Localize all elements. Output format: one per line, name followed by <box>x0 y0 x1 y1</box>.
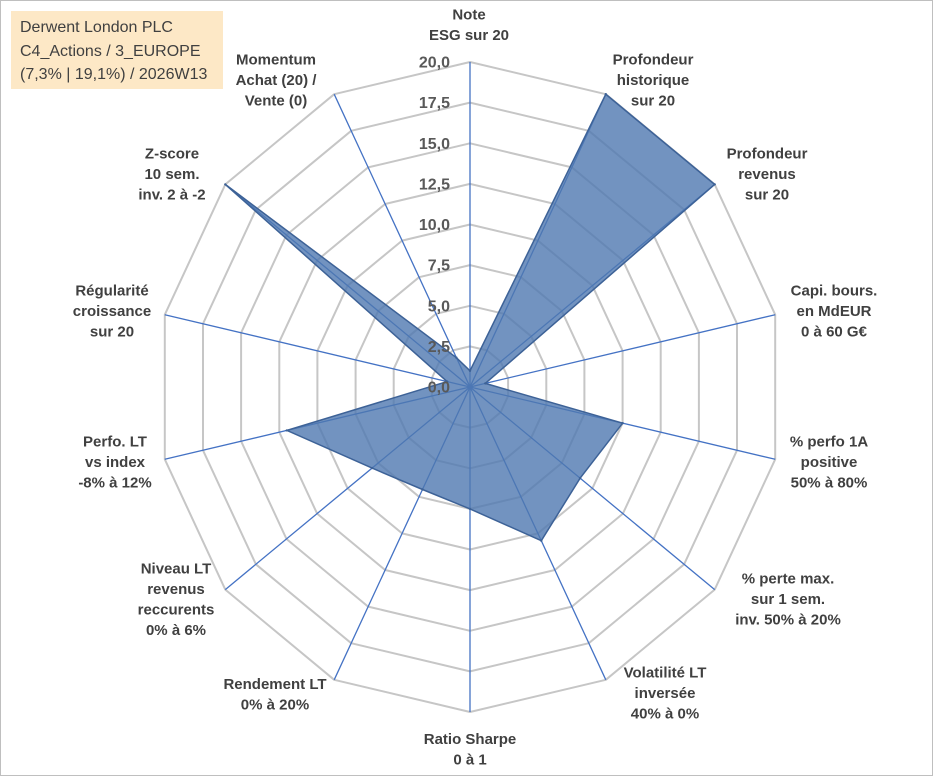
data-point <box>578 477 582 480</box>
category-label: Ratio Sharpe 0 à 1 <box>424 731 517 769</box>
category-label-line: ESG sur 20 <box>429 27 509 44</box>
tick-label: 12,5 <box>419 176 450 193</box>
category-label-line: % perfo 1A <box>790 434 869 451</box>
data-point <box>370 466 374 470</box>
data-point <box>285 429 289 432</box>
category-label: Capi. bours. en MdEUR 0 à 60 G€ <box>791 283 878 341</box>
category-label-line: -8% à 12% <box>78 475 151 492</box>
category-label-line: sur 20 <box>90 324 134 341</box>
category-label-line: % perte max. <box>742 571 835 588</box>
category-label-line: positive <box>801 454 858 471</box>
category-label-line: 0 à 60 G€ <box>801 324 868 341</box>
category-label-line: Z-score <box>145 146 199 163</box>
chart-title-box: Derwent London PLC C4_Actions / 3_EUROPE… <box>11 11 223 89</box>
data-point <box>421 488 424 491</box>
data-point <box>468 507 472 511</box>
category-label-line: Perfo. LT <box>83 434 147 451</box>
category-label-line: revenus <box>147 581 205 598</box>
category-label: % perfo 1A positive 50% à 80% <box>790 434 869 492</box>
tick-label: 10,0 <box>419 217 450 234</box>
category-label-line: Ratio Sharpe <box>424 731 517 748</box>
category-label-line: 0 à 1 <box>453 751 486 768</box>
category-label-line: revenus <box>738 166 796 183</box>
category-label-line: 0% à 6% <box>146 622 206 639</box>
tick-label: 15,0 <box>419 136 450 153</box>
category-label-line: 0% à 20% <box>241 696 309 713</box>
category-label-line: reccurents <box>138 601 215 618</box>
chart-subtitle-line: (7,3% | 19,1%) / 2026W13 <box>20 66 208 83</box>
category-label: Rendement LT 0% à 20% <box>223 676 326 714</box>
category-label-line: Profondeur <box>727 146 808 163</box>
category-label: Niveau LT revenus reccurents 0% à 6% <box>138 560 215 639</box>
data-point <box>445 380 449 383</box>
data-point <box>484 382 487 385</box>
axis-spoke <box>164 314 471 388</box>
category-label-line: Régularité <box>75 283 148 300</box>
tick-label: 7,5 <box>428 258 450 275</box>
category-label-line: croissance <box>73 303 151 320</box>
tick-label: 20,0 <box>419 55 450 72</box>
category-label-line: Niveau LT <box>141 560 212 577</box>
data-series <box>224 93 716 542</box>
data-point <box>468 369 472 372</box>
category-label-line: inv. 50% à 20% <box>735 612 841 629</box>
tick-label: 0,0 <box>428 380 450 397</box>
data-point <box>604 93 607 96</box>
category-label-line: Momentum <box>236 52 316 69</box>
category-label-line: Achat (20) / <box>236 72 318 89</box>
category-label-line: 50% à 80% <box>791 475 868 492</box>
category-label-line: Volatilité LT <box>624 665 707 682</box>
category-label: Profondeur revenus sur 20 <box>727 146 808 204</box>
category-label: Régularité croissance sur 20 <box>73 283 151 341</box>
category-label-line: Vente (0) <box>245 93 308 110</box>
category-labels: Note ESG sur 20 Profondeur historique sur 20… <box>73 6 878 768</box>
axis-spoke <box>333 93 471 388</box>
category-label: Note ESG sur 20 <box>429 6 509 44</box>
category-label: % perte max. sur 1 sem. inv. 50% à 20% <box>735 571 841 629</box>
category-label-line: vs index <box>85 454 146 471</box>
category-label-line: 40% à 0% <box>631 706 699 723</box>
category-label-line: inversée <box>635 685 696 702</box>
data-point <box>455 356 458 359</box>
chart-title: Derwent London PLC <box>20 19 173 36</box>
category-label: Momentum Achat (20) / Vente (0) <box>236 52 318 110</box>
category-label-line: 10 sem. <box>144 166 199 183</box>
tick-labels: 0,0 2,5 5,0 7,5 10,0 12,5 15,0 17,5 20,0 <box>419 55 450 397</box>
category-label-line: en MdEUR <box>797 303 872 320</box>
category-label-line: sur 20 <box>745 187 789 204</box>
category-label: Profondeur historique sur 20 <box>613 52 694 110</box>
chart-subtitle-line: C4_Actions / 3_EUROPE <box>20 42 201 60</box>
tick-label: 5,0 <box>428 298 450 315</box>
tick-label: 17,5 <box>419 95 450 112</box>
axis-spoke <box>469 314 776 388</box>
data-point <box>540 539 543 542</box>
category-label-line: inv. 2 à -2 <box>138 187 205 204</box>
category-label-line: sur 20 <box>631 93 675 110</box>
data-point <box>621 422 624 425</box>
category-label-line: historique <box>617 72 690 89</box>
category-label: Volatilité LT inversée 40% à 0% <box>624 665 707 723</box>
category-label: Z-score 10 sem. inv. 2 à -2 <box>138 146 205 204</box>
data-point <box>224 183 227 186</box>
category-label: Perfo. LT vs index -8% à 12% <box>78 434 151 492</box>
category-label-line: Profondeur <box>613 52 694 69</box>
data-point <box>713 183 716 186</box>
tick-label: 2,5 <box>428 339 450 356</box>
category-label-line: Rendement LT <box>223 676 326 693</box>
category-label-line: Note <box>452 6 485 23</box>
category-label-line: sur 1 sem. <box>751 591 825 608</box>
category-label-line: Capi. bours. <box>791 283 878 300</box>
